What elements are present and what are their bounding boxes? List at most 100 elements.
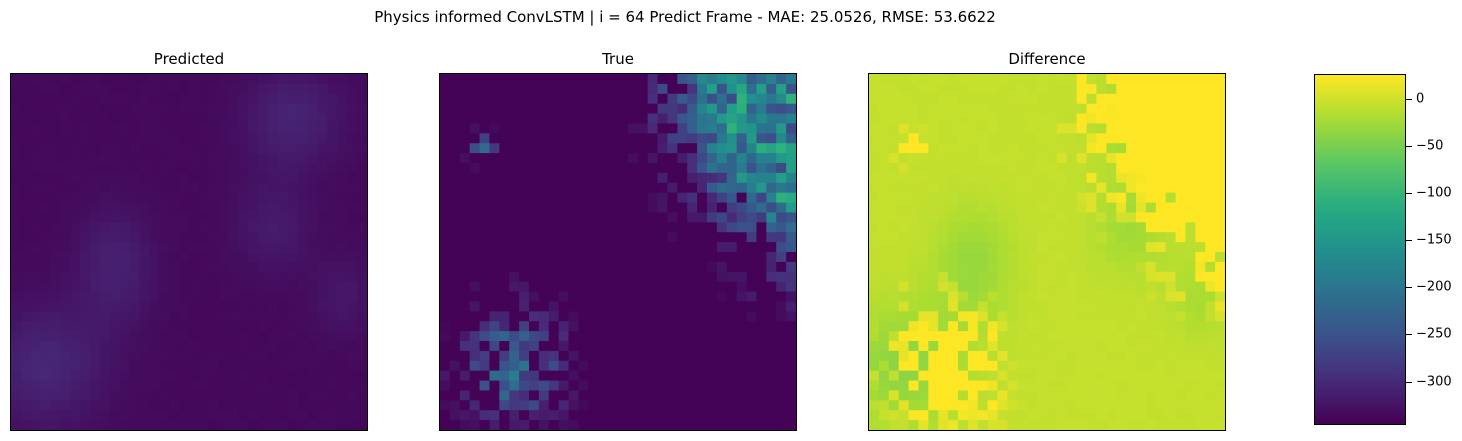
difference-heatmap-cell (1017, 400, 1028, 411)
predicted-heatmap-cell (129, 400, 141, 411)
true-heatmap-cell (449, 291, 461, 303)
difference-heatmap-cell (918, 420, 929, 430)
predicted-heatmap-cell (159, 360, 170, 372)
predicted-heatmap-cell (100, 202, 111, 214)
difference-heatmap-cell (1076, 301, 1088, 312)
true-heatmap-cell (687, 83, 698, 95)
difference-heatmap-cell (1076, 420, 1088, 430)
true-heatmap-cell (578, 163, 589, 174)
difference-heatmap-cell (977, 360, 989, 372)
predicted-heatmap-cell (238, 390, 249, 401)
true-heatmap-cell (736, 410, 748, 421)
difference-heatmap-cell (1116, 252, 1127, 263)
true-heatmap-cell (529, 222, 540, 233)
true-heatmap-cell (459, 103, 471, 115)
predicted-heatmap-cell (109, 380, 121, 392)
predicted-heatmap-cell (179, 153, 190, 164)
difference-heatmap-cell (1037, 133, 1048, 144)
true-heatmap-cell (637, 301, 649, 312)
true-heatmap-cell (558, 331, 570, 342)
true-heatmap-cell (519, 192, 530, 204)
true-heatmap-cell (746, 182, 758, 194)
predicted-heatmap-cell (297, 153, 309, 164)
difference-heatmap-cell (878, 192, 890, 204)
difference-heatmap-cell (958, 83, 969, 95)
difference-heatmap-cell (1066, 222, 1078, 233)
difference-heatmap-cell (878, 123, 890, 134)
difference-heatmap-cell (1047, 172, 1058, 184)
difference-heatmap-cell (938, 133, 949, 144)
true-heatmap-cell (588, 321, 599, 332)
true-heatmap-cell (489, 192, 500, 204)
true-heatmap-cell (647, 341, 659, 352)
predicted-heatmap-cell (169, 341, 180, 352)
true-heatmap-cell (449, 390, 461, 401)
predicted-heatmap-cell (70, 420, 81, 430)
difference-heatmap-cell (1205, 341, 1216, 352)
true-heatmap-cell (618, 350, 629, 362)
predicted-heatmap-cell (337, 252, 348, 263)
predicted-heatmap-cell (100, 410, 111, 421)
difference-heatmap-cell (1037, 232, 1048, 243)
difference-heatmap-cell (987, 212, 999, 223)
true-heatmap-cell (519, 232, 530, 243)
difference-heatmap-cell (1116, 74, 1127, 85)
predicted-heatmap-cell (11, 331, 22, 342)
predicted-heatmap-cell (337, 380, 348, 392)
true-heatmap-cell (736, 222, 748, 233)
true-heatmap-cell (578, 420, 589, 430)
true-heatmap-cell (440, 153, 451, 164)
difference-heatmap-cell (1076, 370, 1088, 382)
true-heatmap-cell (529, 311, 540, 322)
difference-heatmap-cell (1027, 222, 1038, 233)
true-heatmap-cell (558, 380, 570, 392)
difference-heatmap-cell (1215, 271, 1225, 283)
difference-heatmap-cell (1096, 420, 1107, 430)
predicted-heatmap-cell (228, 172, 240, 184)
true-heatmap-cell (548, 133, 560, 144)
predicted-heatmap-cell (198, 400, 210, 411)
predicted-heatmap-cell (208, 123, 220, 134)
predicted-heatmap-cell (90, 380, 101, 392)
difference-heatmap-cell (1136, 410, 1147, 421)
difference-heatmap-cell (967, 360, 979, 372)
true-heatmap-cell (697, 400, 708, 411)
predicted-heatmap-cell (189, 123, 200, 134)
true-heatmap-cell (479, 311, 491, 322)
difference-heatmap-cell (1096, 212, 1107, 223)
true-heatmap-cell (568, 370, 580, 382)
true-heatmap-cell (756, 252, 767, 263)
difference-heatmap-cell (1195, 113, 1206, 125)
predicted-heatmap-cell (60, 192, 71, 204)
difference-heatmap-cell (1076, 281, 1088, 293)
true-heatmap-cell (519, 311, 530, 322)
difference-heatmap-cell (1007, 74, 1018, 85)
difference-heatmap-cell (1017, 242, 1028, 253)
true-heatmap-cell (707, 271, 718, 283)
predicted-heatmap-cell (347, 311, 358, 322)
true-heatmap-panel (439, 73, 797, 431)
true-heatmap-cell (707, 153, 718, 164)
predicted-heatmap-cell (258, 232, 269, 243)
predicted-heatmap-cell (90, 242, 101, 253)
true-heatmap-cell (509, 281, 520, 293)
true-heatmap-cell (766, 133, 777, 144)
difference-heatmap-cell (928, 341, 939, 352)
predicted-heatmap-cell (327, 281, 338, 293)
difference-heatmap-cell (1145, 153, 1157, 164)
predicted-heatmap-cell (169, 311, 180, 322)
predicted-heatmap-cell (297, 370, 309, 382)
true-heatmap-cell (449, 212, 461, 223)
true-heatmap-cell (588, 74, 599, 85)
true-heatmap-cell (677, 321, 688, 332)
true-heatmap-cell (746, 331, 758, 342)
predicted-heatmap-cell (317, 74, 329, 85)
difference-heatmap-cell (1205, 291, 1216, 303)
difference-heatmap-cell (1145, 242, 1157, 253)
predicted-heatmap-cell (258, 311, 269, 322)
true-heatmap-cell (637, 74, 649, 85)
difference-heatmap-cell (878, 143, 890, 154)
predicted-heatmap-cell (198, 222, 210, 233)
difference-heatmap-cell (1056, 261, 1068, 273)
true-heatmap-cell (529, 350, 540, 362)
